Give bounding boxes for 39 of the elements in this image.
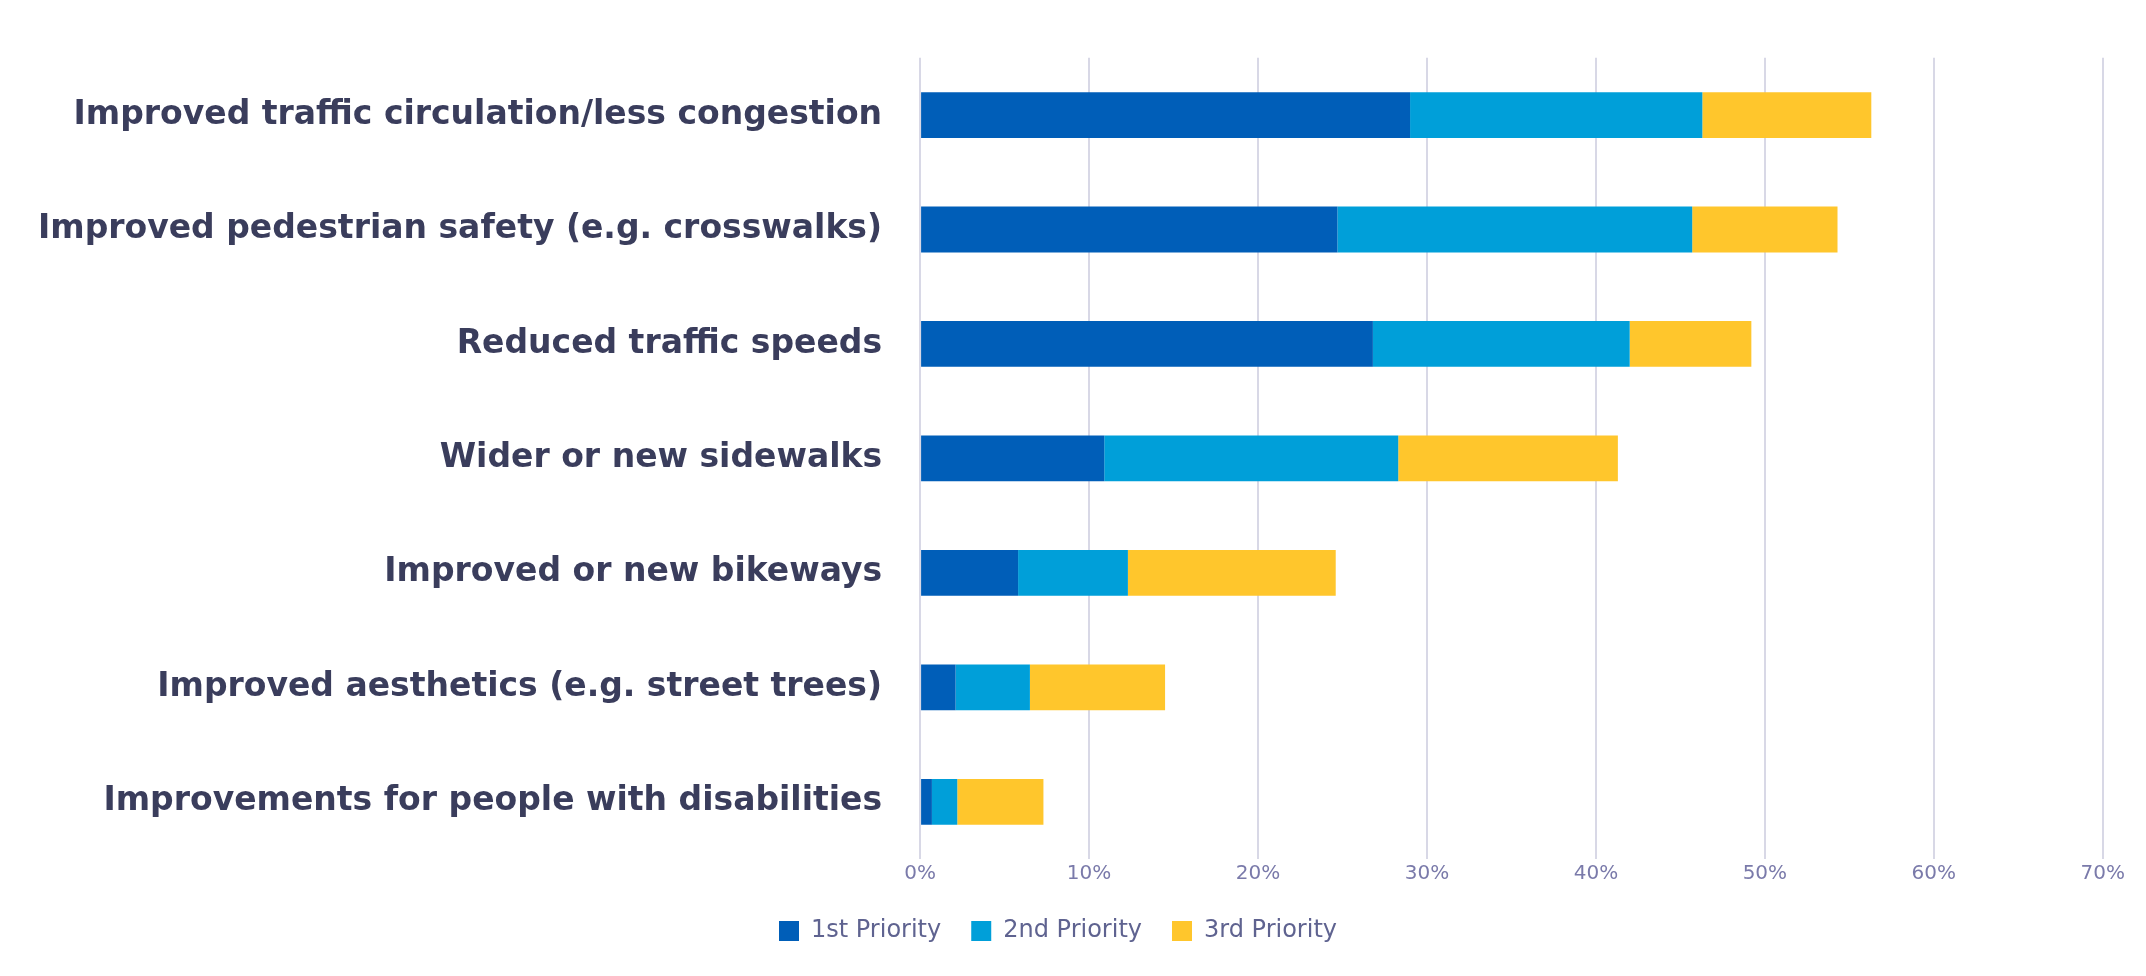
y-tick-label: Wider or new sidewalks [439, 435, 883, 475]
bar [1018, 549, 1128, 596]
bar [1410, 92, 1703, 138]
y-tick-label: Improved or new bikeways [384, 550, 883, 590]
x-tick-label: 30% [1404, 860, 1450, 885]
x-tick-label: 70% [2080, 860, 2125, 885]
bar [931, 778, 958, 825]
x-tick-label: 50% [1742, 860, 1788, 885]
x-tick-label: 60% [1911, 860, 1957, 885]
bar [1104, 435, 1399, 482]
legend-label: 1st Priority [811, 915, 942, 944]
x-tick-label: 40% [1573, 860, 1619, 885]
bar [921, 549, 1019, 596]
bar [1702, 92, 1872, 138]
bar [1629, 321, 1752, 367]
y-tick-label: Improved pedestrian safety (e.g. crosswalks) [37, 207, 883, 247]
x-tick-label: 20% [1235, 860, 1281, 885]
bar [1029, 664, 1166, 711]
y-tick-label: Reduced traffic speeds [456, 321, 883, 361]
y-tick-label: Improved aesthetics (e.g. street trees) [157, 664, 883, 704]
bar [921, 92, 1411, 138]
bar [921, 321, 1373, 367]
bar [921, 664, 956, 711]
x-tick-label: 0% [904, 860, 936, 885]
bar [921, 206, 1338, 253]
bar [1398, 435, 1618, 482]
bar [1337, 206, 1693, 253]
bar [921, 778, 932, 825]
bar [1692, 206, 1838, 253]
bar [1372, 321, 1630, 367]
bar [1127, 549, 1336, 596]
bar [957, 778, 1044, 825]
bar [921, 435, 1105, 482]
legend-label: 3rd Priority [1204, 915, 1337, 944]
x-tick-label: 10% [1066, 860, 1112, 885]
y-tick-label: Improvements for people with disabilities [103, 779, 883, 819]
y-tick-label: Improved traffic circulation/less congestion [73, 92, 883, 132]
bar [955, 664, 1030, 711]
legend-label: 2nd Priority [1003, 915, 1142, 944]
